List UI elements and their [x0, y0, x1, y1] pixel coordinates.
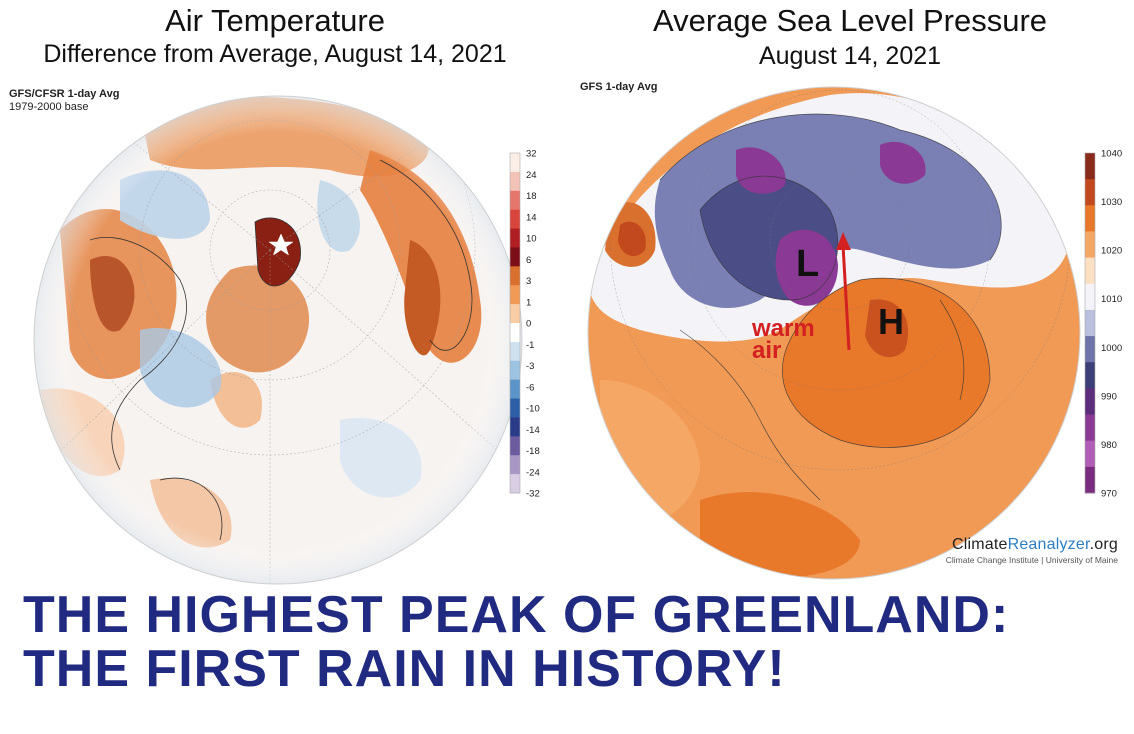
left-colorbar-segment — [510, 153, 520, 173]
right-panel-title: Average Sea Level Pressure — [652, 3, 1048, 38]
left-source-text: GFS/CFSR 1-day Avg — [9, 88, 120, 100]
high-pressure-label: H — [878, 301, 904, 342]
right-colorbar-segment — [1085, 388, 1095, 416]
left-colorbar-tick: 1 — [526, 297, 531, 308]
left-colorbar-tick: -1 — [526, 340, 534, 351]
right-colorbar-segment — [1085, 257, 1095, 285]
right-panel-subtitle: August 14, 2021 — [758, 42, 942, 70]
arrowhead-icon — [836, 232, 851, 250]
right-colorbar-tick: 970 — [1101, 489, 1117, 500]
left-colorbar-segment — [510, 285, 520, 305]
left-colorbar-segment — [510, 171, 520, 192]
right-colorbar-frame — [1084, 152, 1096, 494]
left-colorbar-tick: -3 — [526, 361, 534, 372]
left-colorbar-tick: 14 — [526, 212, 537, 223]
left-colorbar-segment — [510, 266, 520, 286]
left-base-text: 1979-2000 base — [9, 101, 89, 113]
right-colorbar-tick: 1000 — [1101, 343, 1122, 354]
low-pressure-label: L — [796, 243, 820, 285]
warm-air-arrow — [841, 244, 851, 351]
right-colorbar-tick: 1030 — [1101, 197, 1122, 208]
star-icon — [268, 233, 294, 256]
left-colorbar-tick: 32 — [526, 149, 537, 160]
credit-name-part2: Reanalyzer — [1007, 536, 1090, 553]
right-colorbar-segment — [1085, 309, 1095, 337]
left-colorbar-segment — [510, 190, 520, 211]
warm-air-word-1: warm — [752, 315, 815, 342]
right-globe — [588, 87, 1080, 579]
left-panel-subtitle: Difference from Average, August 14, 2021 — [43, 40, 507, 68]
left-colorbar-tick: -6 — [526, 382, 534, 393]
left-colorbar-segment — [510, 436, 520, 456]
right-colorbar-tick: 990 — [1101, 391, 1117, 402]
warm-air-word-2: air — [752, 337, 782, 364]
left-colorbar-segment — [510, 228, 520, 248]
right-colorbar-segment — [1085, 231, 1095, 259]
right-colorbar-tick: 1020 — [1101, 246, 1122, 257]
left-colorbar-segment — [510, 474, 520, 494]
right-colorbar-tick: 1010 — [1101, 294, 1122, 305]
credit-name-part3: .org — [1089, 536, 1118, 553]
left-colorbar-segment — [510, 247, 520, 267]
left-colorbar-tick: -14 — [526, 425, 540, 436]
headline-line-1: THE HIGHEST PEAK OF GREENLAND: — [23, 586, 1010, 644]
left-colorbar-segment — [510, 304, 520, 324]
left-source-label: GFS/CFSR 1-day Avg 1979-2000 base — [9, 88, 119, 114]
left-globe — [34, 96, 522, 584]
right-colorbar-segment — [1085, 283, 1095, 311]
headline: THE HIGHEST PEAK OF GREENLAND: THE FIRST… — [23, 588, 1123, 696]
left-colorbar-segment — [510, 455, 520, 475]
left-colorbar-segment — [510, 379, 520, 400]
right-colorbar-segment — [1085, 179, 1095, 206]
right-colorbar-segment — [1085, 414, 1095, 442]
right-colorbar-segment — [1085, 466, 1095, 494]
right-colorbar-tick: 980 — [1101, 440, 1117, 451]
left-colorbar-tick: 3 — [526, 276, 531, 287]
left-colorbar-segment — [510, 360, 520, 381]
left-colorbar-tick: -10 — [526, 404, 540, 415]
left-panel-title: Air Temperature — [165, 3, 385, 38]
left-colorbar-tick: -18 — [526, 446, 540, 457]
left-colorbar-tick: 10 — [526, 234, 537, 245]
right-colorbar-segment — [1085, 153, 1095, 180]
left-colorbar-frame — [509, 152, 521, 494]
left-colorbar-tick: -32 — [526, 489, 540, 500]
left-colorbar-tick: -24 — [526, 467, 540, 478]
left-colorbar-segment — [510, 323, 520, 343]
right-source-label: GFS 1-day Avg — [580, 81, 658, 93]
right-colorbar-segment — [1085, 336, 1095, 363]
credit-name-part1: Climate — [951, 536, 1008, 553]
headline-line-2: THE FIRST RAIN IN HISTORY! — [23, 640, 786, 698]
climate-reanalyzer-credit: ClimateReanalyzer.org Climate Change Ins… — [946, 536, 1118, 565]
left-colorbar-tick: 24 — [526, 170, 537, 181]
right-colorbar-tick: 1040 — [1101, 149, 1122, 160]
right-colorbar-segment — [1085, 362, 1095, 389]
left-colorbar-segment — [510, 417, 520, 437]
left-colorbar-tick: 18 — [526, 191, 537, 202]
right-colorbar-segment — [1085, 440, 1095, 468]
left-colorbar-segment — [510, 341, 520, 362]
left-colorbar-tick: 0 — [526, 319, 531, 330]
right-colorbar: 1040 1030 1020 1010 1000 990 980 970 — [1084, 149, 1122, 500]
credit-affiliation: Climate Change Institute | University of… — [945, 555, 1118, 565]
credit-name: ClimateReanalyzer.org — [946, 536, 1118, 554]
warm-air-label: warm air — [752, 315, 815, 364]
left-colorbar-tick: 6 — [526, 255, 531, 266]
left-colorbar-segment — [510, 398, 520, 418]
right-colorbar-segment — [1085, 205, 1095, 232]
left-colorbar-segment — [510, 209, 520, 230]
